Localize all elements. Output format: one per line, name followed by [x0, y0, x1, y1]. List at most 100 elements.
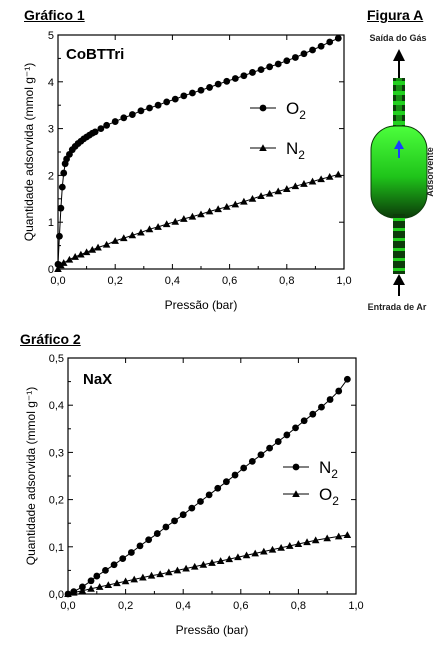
chart2-x-tick-label: 0,0 [60, 600, 75, 612]
chart2-x-tick-label: 1,0 [348, 600, 363, 612]
chart2-data-point [248, 457, 256, 465]
chart1-data-point [249, 69, 256, 76]
chart2-series-O2 [64, 531, 352, 597]
chart1-series-N2 [54, 170, 343, 272]
chart2-data-point [231, 471, 239, 479]
chart1-data-point [257, 66, 265, 74]
chart1-y-tick-label: 0 [48, 264, 54, 276]
figure-a-heading: Figura A [367, 7, 424, 23]
chart2-data-point [87, 585, 95, 592]
chart2-data-point [179, 511, 187, 519]
chart1-data-point [223, 77, 231, 85]
chart2-data-point [318, 403, 325, 411]
chart2-data-point [257, 451, 265, 459]
chart1-data-point [103, 121, 111, 129]
chart2-data-point [147, 571, 156, 579]
chart2-data-point [303, 538, 311, 546]
chart1-data-point [326, 38, 334, 46]
chart2-data-point [136, 542, 144, 550]
chart1-data-point [154, 101, 162, 109]
chart1-data-point [102, 240, 111, 248]
chart2-y-tick-label: 0,5 [49, 353, 64, 365]
legend-marker [292, 463, 300, 471]
chart2-data-point [156, 570, 164, 578]
chart1-data-point [240, 197, 248, 205]
lower-tube [393, 214, 405, 274]
chart1-data-point [59, 259, 68, 266]
chart2-data-point [104, 581, 113, 589]
chart1-data-point [180, 92, 188, 100]
chart1-data-point [56, 232, 63, 240]
air-inlet-arrow [393, 274, 405, 296]
chart2-data-point [300, 417, 308, 425]
chart2-data-point [214, 484, 222, 492]
chart2-data-point [130, 575, 139, 583]
chart1-x-axis-label: Pressão (bar) [165, 298, 238, 312]
chart2-data-point [139, 573, 147, 581]
chart1-x-tick-label: 1,0 [336, 275, 351, 287]
chart2-data-point [225, 555, 234, 563]
chart1-data-point [309, 46, 316, 54]
chart1-data-point [60, 169, 68, 177]
chart1-data-point [240, 72, 248, 80]
chart2-data-point [64, 590, 72, 597]
chart2-data-point [266, 444, 273, 452]
chart2-data-point [292, 424, 299, 432]
chart2-data-point [188, 504, 196, 512]
chart1-data-point [120, 114, 128, 122]
chart2-data-point [234, 553, 242, 561]
chart1-data-point [325, 173, 334, 180]
chart1-data-point [162, 220, 171, 228]
adsorbent-column [370, 125, 428, 219]
figure-a-side-label: Adsorvente [425, 147, 435, 197]
chart1-data-point [111, 237, 119, 244]
chart1-data-point [317, 42, 325, 50]
chart1-data-point [163, 98, 171, 106]
chart1-legend-O2: O2 [250, 99, 306, 122]
chart2-data-point [260, 547, 268, 555]
chart2-data-point [145, 536, 153, 544]
chart2-legend-N2: N2 [283, 458, 338, 481]
chart1-data-point [180, 215, 188, 222]
chart1-data-point [265, 189, 274, 197]
chart1-data-point [205, 207, 214, 215]
chart1-data-point [71, 253, 79, 260]
chart1-x-tick-label: 0,8 [279, 275, 294, 287]
chart2-data-point [335, 387, 343, 395]
chart2-y-tick-label: 0,4 [49, 400, 64, 412]
chart1-data-point [65, 255, 74, 263]
chart2-data-point [127, 549, 135, 556]
chart1-x-tick-label: 0,2 [108, 275, 123, 287]
chart2-data-point [205, 491, 213, 499]
chart1-x-tick-label: 0,6 [222, 275, 237, 287]
chart2-data-point [199, 560, 208, 568]
chart1-data-point [77, 250, 85, 258]
figure-a-top-label: Saída do Gás [369, 33, 426, 43]
chart1-data-point [119, 234, 128, 242]
chart1-series-O2 [54, 34, 342, 268]
chart2-data-point [323, 534, 331, 542]
chart1-x-tick-label: 0,0 [50, 275, 65, 287]
chart2-data-point [182, 564, 190, 572]
chart2-data-point [208, 559, 216, 566]
chart1-data-point [146, 104, 153, 112]
chart1-data-point [88, 246, 97, 253]
figure-a-bottom-label: Entrada de Ar [368, 302, 427, 312]
chart1-data-point [317, 175, 325, 183]
chart1-data-point [334, 34, 342, 42]
chart2-heading: Gráfico 2 [20, 331, 81, 347]
chart1-data-point [188, 212, 197, 220]
chart2-data-point [251, 549, 259, 557]
chart1-y-tick-label: 1 [48, 217, 54, 229]
chart1-data-point [145, 225, 154, 233]
legend-marker [292, 490, 300, 497]
chart1-legend-N2: N2 [250, 139, 305, 162]
chart1-data-point [197, 210, 205, 218]
chart2-x-axis-label: Pressão (bar) [176, 623, 249, 637]
chart1-data-point [111, 118, 119, 125]
chart2-data-point [283, 431, 291, 439]
chart2-data-point [343, 531, 352, 538]
chart2-data-point [110, 561, 118, 569]
